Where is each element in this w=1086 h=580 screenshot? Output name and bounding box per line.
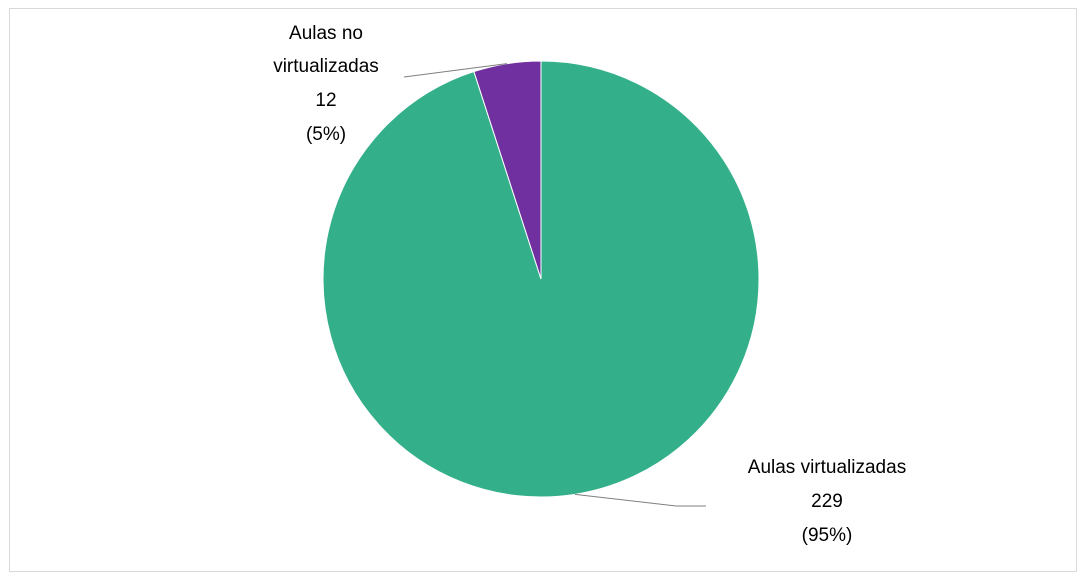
data-label-no-virtualizadas-percent: (5%) bbox=[306, 124, 346, 145]
leader-lines bbox=[403, 63, 706, 507]
data-label-no-virtualizadas-line2: virtualizadas bbox=[273, 56, 379, 77]
leader-line-virtualizadas bbox=[574, 493, 706, 507]
data-label-no-virtualizadas-line1: Aulas no bbox=[289, 23, 363, 44]
data-label-no-virtualizadas-value: 12 bbox=[315, 90, 336, 111]
data-label-virtualizadas-value: 229 bbox=[811, 491, 843, 512]
data-label-virtualizadas-percent: (95%) bbox=[802, 525, 853, 546]
leader-line-no-virtualizadas bbox=[403, 63, 508, 78]
pie-slice-aulas-no-virtualizadas bbox=[473, 60, 542, 280]
data-label-virtualizadas-line1: Aulas virtualizadas bbox=[748, 457, 906, 478]
pie-slices bbox=[322, 60, 760, 498]
